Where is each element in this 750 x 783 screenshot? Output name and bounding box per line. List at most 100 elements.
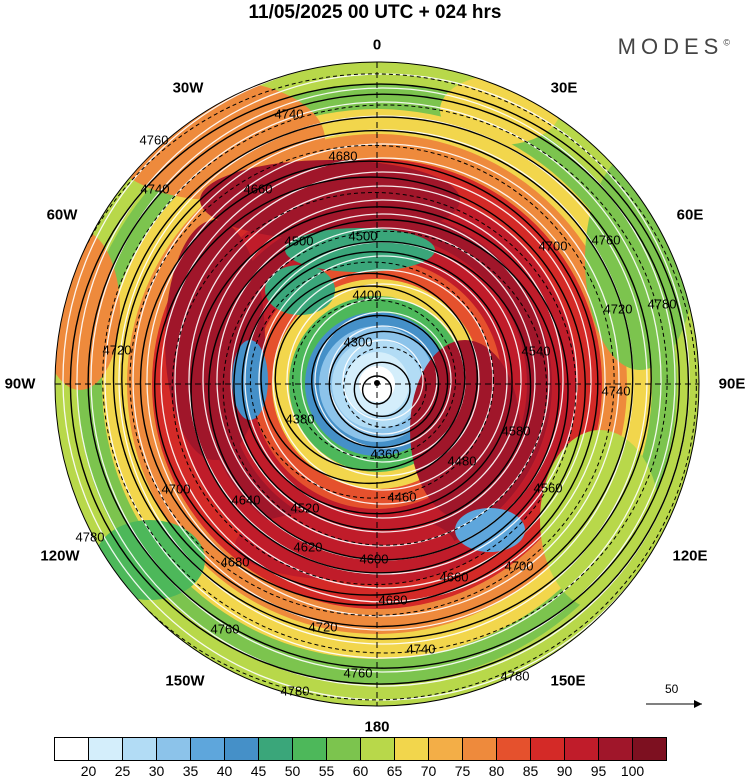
colorbar-box-1 (88, 737, 123, 761)
streamline-4 (286, 283, 480, 477)
height-contour-10 (233, 241, 532, 531)
colorbar-box-4 (190, 737, 225, 761)
contour-label-31: 4760 (211, 621, 240, 636)
contour-label-33: 4780 (648, 296, 677, 311)
contour-label-21: 4700 (505, 558, 534, 573)
streamline-14 (146, 143, 620, 617)
colorbar-box-17 (632, 737, 667, 761)
wind-feature-8 (235, 510, 455, 580)
height-contour-15 (153, 176, 586, 596)
colorbar-box-6 (258, 737, 293, 761)
lon-label-150e: 150E (550, 672, 586, 690)
colorbar-box-7 (292, 737, 327, 761)
contour-label-7: 4500 (349, 228, 378, 243)
contour-label-13: 4620 (294, 539, 323, 554)
colorbar-tick-35: 35 (182, 763, 199, 779)
colorbar-tick-25: 25 (114, 763, 131, 779)
height-contour-5 (292, 299, 457, 459)
contour-label-4: 4460 (388, 489, 417, 504)
lon-label-120e: 120E (672, 547, 708, 565)
contour-label-17: 4680 (329, 148, 358, 163)
contour-label-6: 4500 (285, 233, 314, 248)
lon-label-0: 0 (372, 36, 382, 54)
height-contour-6 (274, 285, 466, 471)
streamline-0 (342, 339, 424, 421)
contour-label-3: 4400 (353, 287, 382, 302)
colorbar-tick-45: 45 (250, 763, 267, 779)
colorbar-tick-55: 55 (318, 763, 335, 779)
contour-label-26: 4740 (275, 106, 304, 121)
colorbar-tick-60: 60 (352, 763, 369, 779)
contour-label-1: 4360 (371, 446, 400, 461)
contour-label-28: 4740 (407, 641, 436, 656)
vector-reference-label: 50 (665, 682, 679, 696)
colorbar-box-15 (564, 737, 599, 761)
contour-label-16: 4660 (440, 569, 469, 584)
lon-label-60e: 60E (676, 206, 704, 224)
contour-label-22: 4700 (162, 481, 191, 496)
wind-feature-11 (455, 508, 525, 552)
height-contour-23 (55, 73, 697, 701)
streamline-6 (258, 255, 508, 505)
colorbar-box-10 (394, 737, 429, 761)
colorbar-tick-95: 95 (590, 763, 607, 779)
streamline-8 (230, 227, 536, 533)
colorbar-box-12 (462, 737, 497, 761)
contour-label-5: 4480 (448, 453, 477, 468)
contour-label-9: 4540 (522, 343, 551, 358)
height-contour-2 (343, 346, 427, 428)
streamline-9 (216, 213, 550, 547)
lon-label-90w: 90W (4, 375, 36, 393)
contour-label-19: 4680 (379, 592, 408, 607)
streamline-12 (174, 171, 592, 589)
colorbar-tick-50: 50 (284, 763, 301, 779)
contour-label-27: 4740 (602, 383, 631, 398)
colorbar-tick-40: 40 (216, 763, 233, 779)
contour-label-14: 4640 (232, 492, 261, 507)
contour-label-20: 4700 (539, 238, 568, 253)
contour-labels: 4300 4360 4380 4400 4460 4480 4500 4500 4520 4540… (76, 106, 677, 698)
streamline-13 (160, 157, 606, 603)
colorbar-box-5 (224, 737, 259, 761)
colorbar-box-0 (54, 737, 89, 761)
chart-title: 11/05/2025 00 UTC + 024 hrs (248, 2, 502, 23)
streamline-17 (104, 101, 662, 659)
contour-label-12: 4600 (360, 551, 389, 566)
contour-label-15: 4660 (244, 181, 273, 196)
colorbar-box-11 (428, 737, 463, 761)
contour-label-23: 4720 (604, 301, 633, 316)
contour-label-18: 4680 (221, 554, 250, 569)
contour-label-8: 4520 (291, 500, 320, 515)
contour-label-25: 4720 (103, 342, 132, 357)
lon-label-90e: 90E (718, 375, 746, 393)
height-contour-19 (112, 116, 652, 640)
brand-logo: MODES© (618, 34, 730, 60)
lon-label-120w: 120W (40, 547, 80, 565)
height-contour-13 (190, 206, 569, 574)
contour-label-10: 4560 (534, 480, 563, 495)
vector-reference-arrow (646, 700, 702, 708)
map-border (54, 61, 700, 707)
height-contour-8 (249, 261, 494, 499)
brand-mark: © (723, 37, 730, 48)
contour-label-36: 4780 (281, 683, 310, 698)
height-contour-12 (208, 219, 560, 561)
north-pole-marker (374, 380, 380, 386)
height-contour-21 (87, 93, 681, 669)
contour-label-35: 4780 (76, 529, 105, 544)
colorbar-ticks: 20 25 30 35 40 45 50 55 60 65 70 75 80 85 90 95 100 (0, 763, 750, 783)
height-contour-16 (139, 160, 599, 606)
lon-label-150w: 150W (165, 672, 205, 690)
contour-label-0: 4300 (344, 334, 373, 349)
contour-label-2: 4380 (286, 411, 315, 426)
lon-label-180: 180 (364, 718, 390, 736)
colorbar-box-13 (496, 737, 531, 761)
contour-label-29: 4760 (592, 232, 621, 247)
streamline-11 (188, 185, 578, 575)
lon-label-60w: 60W (46, 206, 78, 224)
lon-label-30w: 30W (172, 79, 204, 97)
contour-label-24: 4720 (309, 619, 338, 634)
colorbar-tick-100: 100 (620, 763, 645, 779)
colorbar-tick-85: 85 (522, 763, 539, 779)
colorbar-tick-90: 90 (556, 763, 573, 779)
